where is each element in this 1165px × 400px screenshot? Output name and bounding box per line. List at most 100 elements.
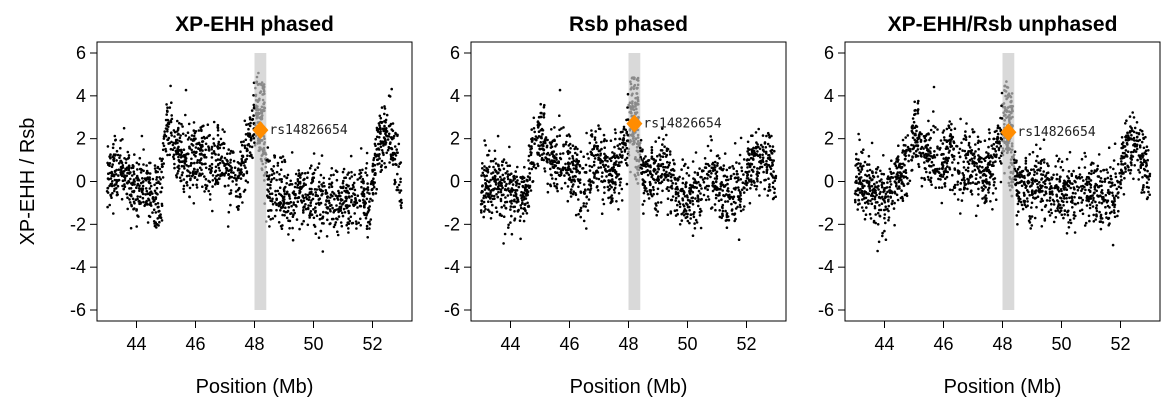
snp-point xyxy=(768,183,771,186)
snp-point xyxy=(489,178,492,182)
snp-point xyxy=(735,180,738,184)
snp-point xyxy=(369,197,372,201)
snp-point xyxy=(360,185,363,189)
snp-point xyxy=(499,175,502,179)
snp-point xyxy=(763,187,766,191)
snp-point xyxy=(764,162,768,166)
snp-point xyxy=(593,138,597,141)
snp-point xyxy=(1024,166,1028,169)
snp-point xyxy=(325,235,329,238)
snp-point xyxy=(586,209,590,212)
snp-point xyxy=(1084,182,1087,186)
snp-point xyxy=(946,159,949,163)
snp-point xyxy=(226,152,229,155)
snp-point xyxy=(1136,158,1139,162)
snp-point xyxy=(603,146,606,149)
snp-point xyxy=(876,223,880,226)
snp-point xyxy=(1042,170,1045,173)
snp-point xyxy=(871,191,875,194)
snp-point xyxy=(919,152,923,155)
snp-point xyxy=(112,212,115,215)
snp-point xyxy=(958,155,962,158)
snp-point xyxy=(1016,172,1019,175)
snp-point xyxy=(525,191,529,195)
snp-point xyxy=(1114,175,1118,179)
snp-point xyxy=(699,184,702,187)
snp-point xyxy=(261,152,265,156)
snp-point xyxy=(337,191,341,195)
snp-point xyxy=(223,184,227,188)
snp-point xyxy=(155,176,159,179)
snp-point xyxy=(943,138,946,142)
snp-point xyxy=(662,165,665,169)
snp-point xyxy=(858,138,861,142)
snp-point xyxy=(597,177,601,181)
snp-point xyxy=(1137,178,1140,181)
snp-point xyxy=(1147,190,1150,194)
snp-point xyxy=(525,212,529,215)
snp-point xyxy=(349,215,353,219)
snp-point xyxy=(502,193,505,197)
snp-point xyxy=(946,157,950,160)
snp-point xyxy=(504,206,508,210)
snp-point xyxy=(543,167,546,170)
snp-point xyxy=(120,174,124,178)
snp-point xyxy=(399,180,402,184)
snp-point xyxy=(565,168,569,172)
snp-point xyxy=(350,175,354,178)
snp-point xyxy=(1095,169,1098,172)
snp-point xyxy=(632,105,635,109)
snp-point xyxy=(687,174,691,177)
snp-point xyxy=(243,144,247,147)
snp-point xyxy=(308,214,311,217)
snp-point xyxy=(700,209,703,213)
snp-point xyxy=(870,178,873,182)
snp-point xyxy=(279,209,282,212)
snp-point xyxy=(519,206,523,210)
snp-point xyxy=(959,117,962,121)
snp-point xyxy=(1083,151,1086,155)
snp-point xyxy=(210,162,214,166)
snp-point xyxy=(195,183,198,187)
snp-point xyxy=(140,190,144,194)
snp-point xyxy=(987,171,991,174)
snp-point xyxy=(928,165,932,168)
snp-point xyxy=(1020,203,1024,207)
snp-point xyxy=(281,224,284,227)
snp-point xyxy=(180,164,184,168)
snp-point xyxy=(702,193,706,197)
snp-point xyxy=(1120,160,1123,163)
snp-point xyxy=(1107,188,1110,192)
snp-point xyxy=(691,196,695,199)
snp-point xyxy=(912,147,915,150)
snp-point xyxy=(154,211,158,214)
snp-point xyxy=(650,155,654,158)
snp-point xyxy=(754,131,758,134)
snp-point xyxy=(766,194,769,197)
snp-point xyxy=(695,186,698,189)
snp-point xyxy=(892,207,896,210)
snp-point xyxy=(636,136,640,139)
snp-point xyxy=(686,166,690,169)
snp-point xyxy=(494,183,498,186)
snp-point xyxy=(971,170,974,173)
snp-point xyxy=(504,196,507,199)
snp-point xyxy=(646,164,650,167)
snp-point xyxy=(261,162,265,166)
snp-point xyxy=(358,169,362,172)
snp-point xyxy=(669,186,672,189)
snp-point xyxy=(704,162,708,166)
snp-point xyxy=(1104,211,1108,215)
snp-point xyxy=(373,168,376,172)
snp-point xyxy=(246,181,250,184)
snp-point xyxy=(703,157,707,160)
snp-point xyxy=(933,156,937,159)
snp-point xyxy=(646,173,650,177)
snp-point xyxy=(1135,147,1139,151)
snp-point xyxy=(1123,162,1127,165)
snp-point xyxy=(178,176,182,179)
snp-point xyxy=(281,155,285,158)
snp-point xyxy=(855,175,858,179)
snp-point xyxy=(739,197,743,201)
